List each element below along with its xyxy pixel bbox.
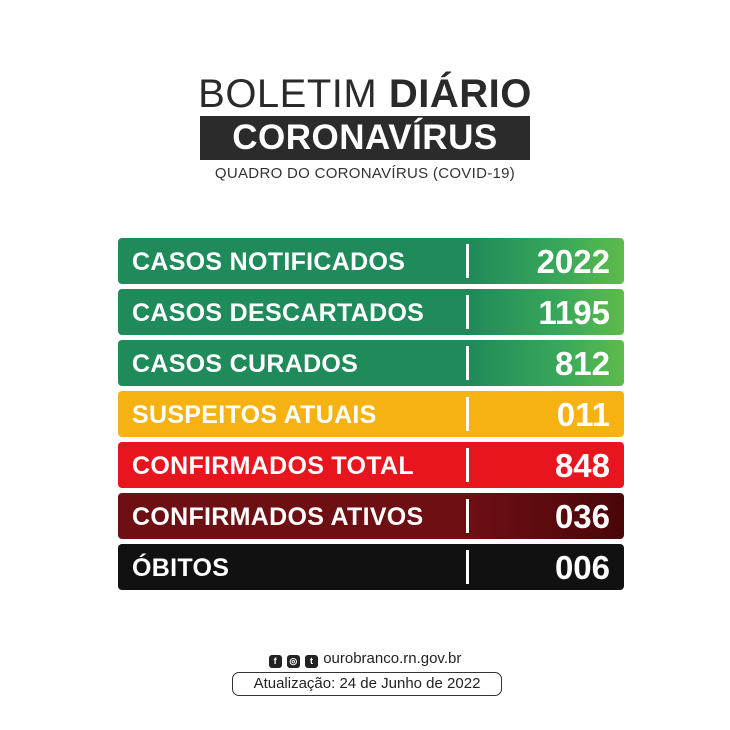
title-diario: DIÁRIO [388,72,532,116]
row-label: ÓBITOS [132,554,230,582]
row-value: 1195 [538,294,610,331]
row-suspeitos-atuais: SUSPEITOS ATUAIS 011 [118,391,624,437]
twitter-icon[interactable]: t [305,655,319,668]
row-value: 848 [554,447,610,484]
row-label: CASOS CURADOS [132,350,359,378]
row-label: CASOS DESCARTADOS [132,299,425,327]
row-casos-notificados: CASOS NOTIFICADOS 2022 [118,238,624,284]
subtitle: QUADRO DO CORONAVÍRUS (COVID-19) [214,165,516,182]
title-line: BOLETIM DIÁRIO [0,72,730,116]
row-value: 006 [554,549,610,586]
row-value: 036 [554,498,610,535]
update-date: Atualização: 24 de Junho de 2022 [232,672,502,696]
footer-social: f ◎ t ourobranco.rn.gov.br [0,650,730,668]
row-label: SUSPEITOS ATUAIS [132,401,377,429]
row-casos-curados: CASOS CURADOS 812 [118,340,624,386]
row-value: 812 [554,345,610,382]
row-value: 011 [556,396,610,433]
row-label: CASOS NOTIFICADOS [132,248,406,276]
instagram-icon[interactable]: ◎ [286,655,300,668]
row-value: 2022 [536,243,610,280]
row-label: CONFIRMADOS TOTAL [132,452,414,480]
facebook-icon[interactable]: f [268,655,282,668]
row-label: CONFIRMADOS ATIVOS [132,503,424,531]
title-boletim: BOLETIM [198,72,378,116]
row-confirmados-total: CONFIRMADOS TOTAL 848 [118,442,624,488]
website-link[interactable]: ourobranco.rn.gov.br [323,650,462,667]
title-coronavirus: CORONAVÍRUS [200,116,530,160]
stats-table: CASOS NOTIFICADOS 2022 CASOS DESCARTADOS… [118,238,624,595]
row-casos-descartados: CASOS DESCARTADOS 1195 [118,289,624,335]
row-confirmados-ativos: CONFIRMADOS ATIVOS 036 [118,493,624,539]
row-obitos: ÓBITOS 006 [118,544,624,590]
